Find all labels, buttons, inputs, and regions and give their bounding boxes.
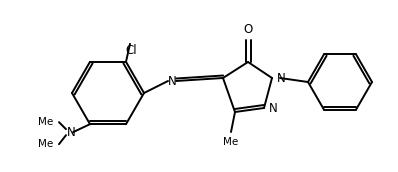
Text: Me: Me — [38, 117, 53, 127]
Text: O: O — [243, 23, 253, 36]
Text: N: N — [66, 126, 75, 139]
Text: Cl: Cl — [125, 44, 137, 57]
Text: N: N — [277, 72, 286, 84]
Text: N: N — [269, 101, 278, 115]
Text: Me: Me — [38, 139, 53, 149]
Text: N: N — [168, 74, 176, 88]
Text: Me: Me — [223, 137, 239, 147]
